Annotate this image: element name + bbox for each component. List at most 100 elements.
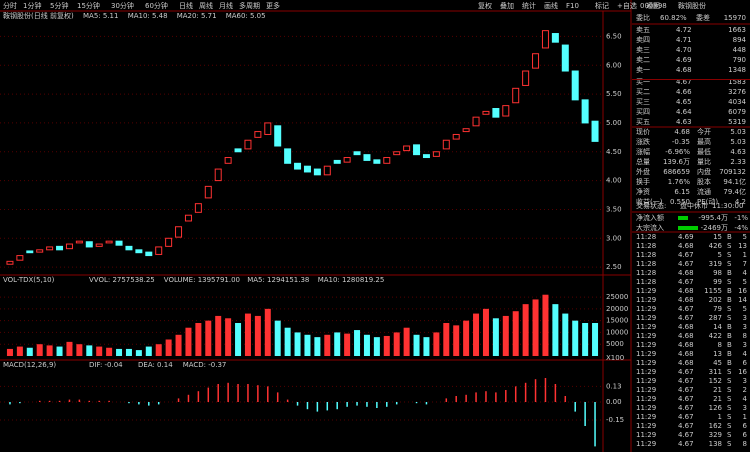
- toolbar-button[interactable]: F10: [566, 2, 579, 10]
- toolbar-tab[interactable]: 15分钟: [77, 1, 100, 10]
- tick-price: 4.68: [678, 269, 694, 277]
- toolbar-button[interactable]: 画线: [544, 1, 558, 10]
- candle: [224, 157, 232, 164]
- book-price: 4.66: [676, 88, 692, 96]
- toolbar-tab[interactable]: 1分钟: [23, 1, 41, 10]
- stat-label: 今开: [697, 127, 711, 136]
- tick-volume: 311: [709, 368, 722, 376]
- volume-bar: [334, 332, 341, 356]
- tick-count: 8: [743, 332, 747, 340]
- tick-price: 4.68: [678, 350, 694, 358]
- flow-label: 大宗流入: [636, 223, 664, 232]
- tick-side: S: [727, 242, 732, 250]
- stat-label: 涨幅: [636, 147, 650, 156]
- volume-bar: [562, 313, 569, 356]
- candle: [462, 128, 470, 133]
- tick-volume: 45: [713, 359, 722, 367]
- tick-volume: 21: [713, 386, 722, 394]
- tick-side: S: [727, 404, 732, 412]
- candle: [105, 240, 113, 244]
- candle: [274, 125, 282, 147]
- toolbar-tab[interactable]: 分时: [3, 1, 17, 10]
- volume-bar: [473, 313, 480, 356]
- toolbar-tab[interactable]: 更多: [266, 1, 280, 10]
- toolbar-tab[interactable]: 5分钟: [50, 1, 68, 10]
- candle: [145, 251, 153, 257]
- stat-value: 2.33: [730, 158, 746, 166]
- tick-price: 4.67: [678, 440, 694, 448]
- volume-bar: [314, 337, 321, 356]
- volume-bar: [354, 330, 361, 356]
- candle: [56, 245, 64, 251]
- book-label: 卖一: [636, 66, 650, 74]
- tick-count: 14: [738, 296, 747, 304]
- stat-label: 流通: [697, 187, 711, 196]
- volume-bar: [46, 345, 53, 356]
- toolbar-tab[interactable]: 月线: [219, 1, 233, 10]
- candle: [333, 159, 341, 164]
- tick-volume: 426: [709, 242, 723, 250]
- tick-time: 11:29: [636, 431, 656, 439]
- volume-bar: [106, 347, 113, 356]
- tick-count: 1: [743, 413, 747, 421]
- toolbar-button[interactable]: 标记: [595, 1, 609, 10]
- toolbar-tab[interactable]: 30分钟: [111, 1, 134, 10]
- book-price: 4.67: [676, 78, 692, 86]
- tick-price: 4.68: [678, 332, 694, 340]
- candle: [6, 260, 14, 265]
- tick-side: S: [727, 395, 732, 403]
- tick-count: 4: [743, 350, 748, 358]
- volume-bar: [502, 315, 509, 356]
- stat-label: 外盘: [636, 167, 650, 176]
- volume-bar: [463, 320, 470, 356]
- book-price: 4.72: [676, 26, 692, 34]
- panel-title: VOL-TDX(5,10): [3, 276, 55, 284]
- volume-bar: [373, 337, 380, 356]
- indicator-value: MA5: 5.11: [83, 12, 118, 20]
- indicator-value: MACD: -0.37: [183, 361, 227, 369]
- toolbar-button[interactable]: 统计: [522, 1, 536, 10]
- stat-label: 换手: [636, 177, 650, 186]
- candle: [591, 120, 599, 142]
- y-tick-label: 2.50: [606, 263, 622, 271]
- tick-volume: 138: [709, 440, 722, 448]
- toolbar-button[interactable]: +自选: [617, 1, 637, 10]
- toolbar-tab[interactable]: 周线: [199, 1, 213, 10]
- tick-volume: 8: [718, 341, 722, 349]
- book-volume: 448: [733, 46, 746, 54]
- flow-bar: [678, 216, 688, 220]
- tick-side: B: [727, 287, 732, 295]
- candle: [581, 99, 589, 124]
- stat-value: 4.68: [674, 128, 690, 136]
- stat-value: 5.03: [730, 138, 746, 146]
- volume-bar: [284, 327, 291, 356]
- book-price: 4.63: [676, 118, 692, 126]
- candle: [36, 249, 44, 253]
- toolbar-button[interactable]: 叠加: [500, 1, 514, 10]
- toolbar-button[interactable]: 复权: [478, 1, 492, 10]
- book-label: 卖二: [636, 56, 650, 64]
- volume-bar: [403, 327, 410, 356]
- candle: [482, 110, 490, 115]
- volume-bar: [175, 334, 182, 356]
- toolbar-tab[interactable]: 60分钟: [145, 1, 168, 10]
- tick-price: 4.68: [678, 323, 694, 331]
- toolbar-button[interactable]: 返回: [646, 2, 660, 10]
- candle: [413, 144, 421, 156]
- candle: [323, 165, 331, 176]
- tick-price: 4.68: [678, 359, 694, 367]
- candle: [155, 246, 163, 255]
- indicator-value: MA20: 5.71: [177, 12, 217, 20]
- tick-time: 11:29: [636, 386, 656, 394]
- toolbar-tab[interactable]: 日线: [179, 1, 193, 10]
- tick-side: S: [727, 305, 732, 313]
- volume-bar: [205, 320, 212, 356]
- book-volume: 3276: [728, 88, 746, 96]
- tick-side: S: [727, 251, 732, 259]
- book-volume: 1663: [728, 26, 746, 34]
- toolbar-tab[interactable]: 多周期: [239, 1, 260, 10]
- volume-bar: [26, 347, 33, 356]
- volume-bar: [532, 299, 539, 356]
- tick-count: 3: [743, 404, 747, 412]
